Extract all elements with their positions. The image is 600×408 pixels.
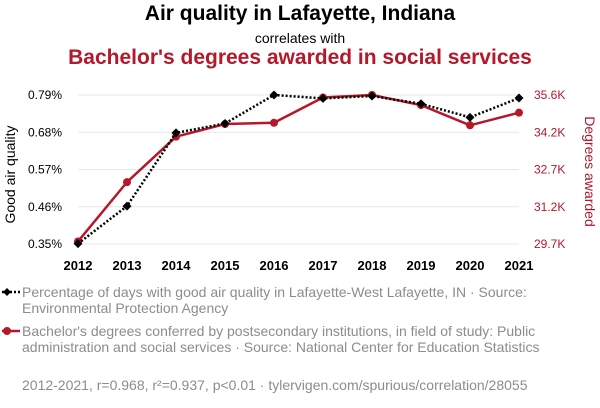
data-point-air-quality (465, 112, 475, 122)
line-chart: 0.35% 0.46% 0.57% 0.68% 0.79% 29.7K 31.2K 32.7K… (2, 88, 598, 273)
series-line-air-quality (77, 93, 520, 245)
legend-marker-air-quality (2, 288, 20, 296)
y-tick-label-left: 0.46% (28, 200, 62, 214)
y-tick-label-left: 0.68% (28, 125, 62, 139)
data-point-air-quality (514, 93, 524, 103)
y-axis-label-left: Good air quality (2, 125, 18, 223)
y-tick-label-right: 34.2K (534, 125, 565, 139)
y-tick-label-left: 0.57% (28, 163, 62, 177)
chart-subtitle: correlates with (254, 30, 346, 46)
y-tick-label-left: 0.79% (28, 88, 62, 102)
series-line-degrees (77, 93, 520, 243)
y-tick-label-right: 29.7K (534, 237, 565, 251)
data-point-air-quality (122, 201, 132, 211)
data-point-air-quality (318, 93, 328, 103)
data-point-air-quality (220, 118, 230, 128)
data-point-air-quality (171, 128, 181, 138)
y-tick-label-right: 32.7K (534, 163, 565, 177)
x-tick-label: 2019 (407, 258, 436, 273)
legend-label-air-quality: Percentage of days with good air quality… (22, 284, 527, 316)
data-point-air-quality (269, 90, 279, 100)
chart-title-secondary: Bachelor's degrees awarded in social ser… (68, 46, 532, 69)
x-tick-label: 2013 (113, 258, 142, 273)
y-tick-label-left: 0.35% (28, 237, 62, 251)
chart-title: Air quality in Lafayette, Indiana (144, 2, 456, 25)
legend-label-degrees: Bachelor's degrees conferred by postseco… (22, 323, 540, 355)
data-point-degrees (466, 121, 474, 130)
y-axis-label-right: Degrees awarded (582, 116, 598, 227)
x-tick-label: 2012 (64, 258, 93, 273)
footer-stats: 2012-2021, r=0.968, r²=0.937, p<0.01 · t… (22, 377, 528, 393)
x-tick-label: 2015 (211, 258, 240, 273)
data-point-degrees (123, 178, 131, 187)
data-point-air-quality (367, 91, 377, 101)
data-point-air-quality (73, 239, 83, 249)
x-tick-label: 2014 (162, 258, 192, 273)
legend-marker-degrees (2, 327, 20, 335)
x-tick-label: 2018 (358, 258, 387, 273)
x-tick-label: 2021 (505, 258, 534, 273)
x-tick-label: 2020 (456, 258, 485, 273)
y-tick-label-right: 31.2K (534, 200, 565, 214)
y-tick-label-right: 35.6K (534, 88, 565, 102)
data-point-degrees (270, 118, 278, 127)
x-tick-label: 2017 (309, 258, 338, 273)
x-tick-label: 2016 (260, 258, 289, 273)
data-point-degrees (515, 108, 523, 117)
data-point-air-quality (416, 99, 426, 109)
